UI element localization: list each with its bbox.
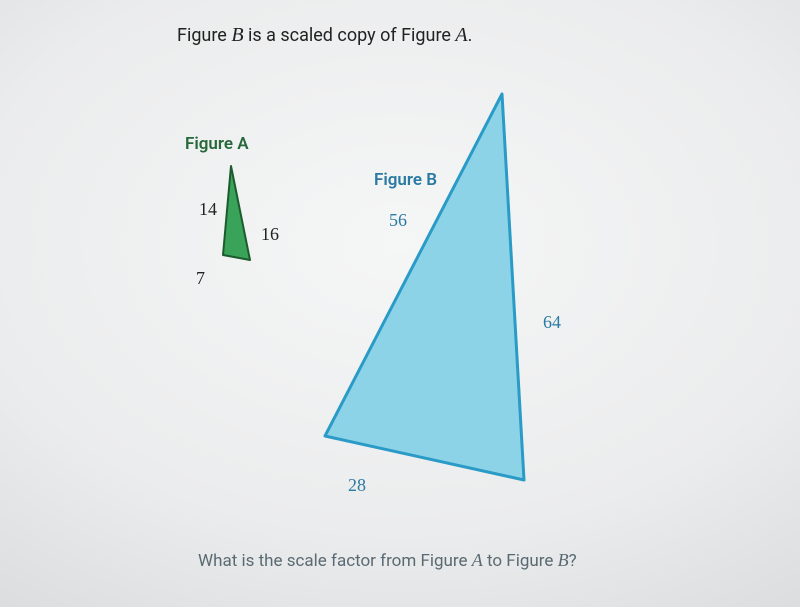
figure-b-side-56: 56 bbox=[389, 210, 407, 231]
question-B: B bbox=[558, 550, 569, 570]
question-A: A bbox=[472, 550, 483, 570]
figure-b-side-28: 28 bbox=[348, 475, 366, 496]
worksheet-page: { "prompt": { "pre": "Figure ", "b": "B"… bbox=[0, 0, 800, 607]
question-mid: to Figure bbox=[483, 551, 558, 571]
question-pre: What is the scale factor from Figure bbox=[198, 551, 472, 571]
figure-b-triangle bbox=[0, 0, 800, 607]
question-text: What is the scale factor from Figure A t… bbox=[198, 550, 577, 571]
question-post: ? bbox=[569, 551, 577, 571]
figure-b-side-64: 64 bbox=[543, 312, 561, 333]
triangle-b-shape bbox=[325, 94, 524, 480]
